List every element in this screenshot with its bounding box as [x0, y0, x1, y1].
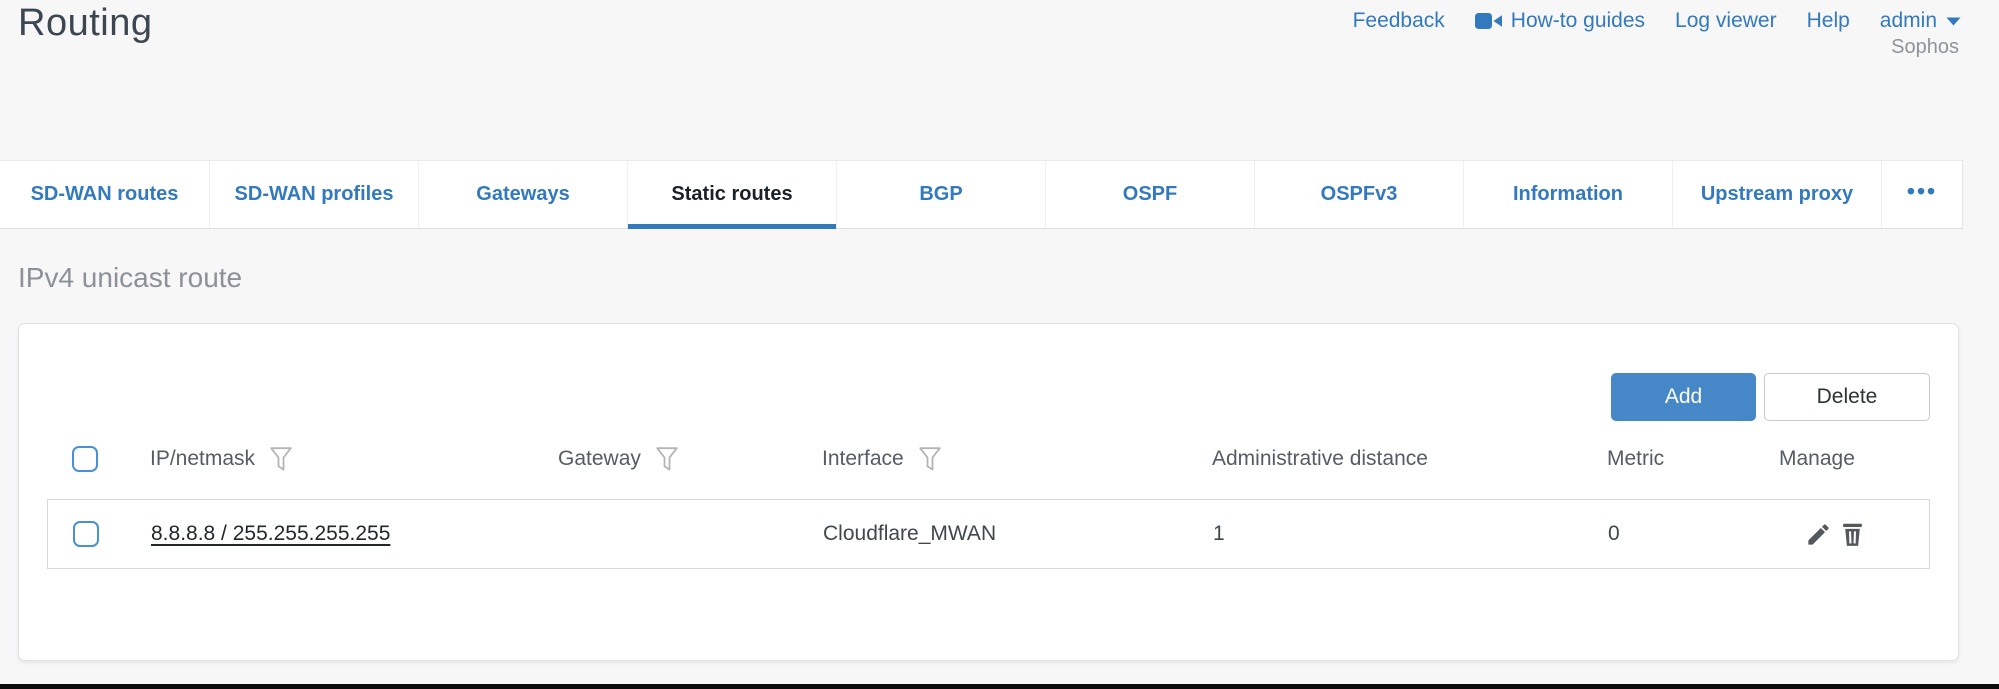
col-interface: Interface — [822, 447, 904, 471]
help-link[interactable]: Help — [1807, 9, 1850, 33]
brand-label: Sophos — [1891, 36, 1959, 59]
edit-icon[interactable] — [1805, 521, 1832, 548]
chevron-down-icon — [1946, 17, 1961, 26]
howto-guides-link[interactable]: How-to guides — [1475, 9, 1645, 33]
cell-interface: Cloudflare_MWAN — [823, 522, 1213, 546]
tab-bar: SD-WAN routes SD-WAN profiles Gateways S… — [0, 160, 1963, 229]
tab-sd-wan-profiles[interactable]: SD-WAN profiles — [209, 161, 418, 228]
cell-administrative-distance: 1 — [1213, 522, 1608, 546]
filter-icon[interactable] — [918, 446, 942, 473]
row-checkbox[interactable] — [73, 521, 99, 547]
col-gateway: Gateway — [558, 447, 641, 471]
tab-bgp[interactable]: BGP — [836, 161, 1045, 228]
page-title: Routing — [18, 2, 152, 45]
routing-page: Routing Feedback How-to guides Log viewe… — [0, 0, 1999, 689]
filter-icon[interactable] — [269, 446, 293, 473]
route-link[interactable]: 8.8.8.8 / 255.255.255.255 — [151, 522, 390, 545]
col-ip-netmask: IP/netmask — [150, 447, 255, 471]
table-header: IP/netmask Gateway Interface Administrat… — [47, 435, 1930, 483]
feedback-label: Feedback — [1353, 9, 1445, 33]
add-button[interactable]: Add — [1611, 373, 1756, 421]
table-row: 8.8.8.8 / 255.255.255.255 Cloudflare_MWA… — [47, 499, 1930, 569]
video-camera-icon — [1475, 12, 1502, 30]
log-viewer-label: Log viewer — [1675, 9, 1777, 33]
col-metric: Metric — [1607, 447, 1664, 471]
tab-information[interactable]: Information — [1463, 161, 1672, 228]
feedback-link[interactable]: Feedback — [1353, 9, 1445, 33]
user-menu-label: admin — [1880, 9, 1937, 33]
tab-ospf[interactable]: OSPF — [1045, 161, 1254, 228]
delete-icon[interactable] — [1840, 521, 1865, 548]
more-tabs-icon[interactable]: ••• — [1881, 161, 1962, 228]
cell-metric: 0 — [1608, 522, 1780, 546]
section-heading: IPv4 unicast route — [18, 262, 242, 294]
filter-icon[interactable] — [655, 446, 679, 473]
tab-gateways[interactable]: Gateways — [418, 161, 627, 228]
help-label: Help — [1807, 9, 1850, 33]
tab-static-routes[interactable]: Static routes — [627, 161, 836, 228]
tab-ospfv3[interactable]: OSPFv3 — [1254, 161, 1463, 228]
routes-panel: Add Delete IP/netmask Gateway Interfac — [18, 323, 1959, 661]
select-all-checkbox[interactable] — [72, 446, 98, 472]
top-nav: Feedback How-to guides Log viewer Help a… — [1353, 9, 1961, 33]
delete-button[interactable]: Delete — [1764, 373, 1930, 421]
table-toolbar: Add Delete — [47, 373, 1930, 421]
howto-guides-label: How-to guides — [1511, 9, 1645, 33]
log-viewer-link[interactable]: Log viewer — [1675, 9, 1777, 33]
tab-sd-wan-routes[interactable]: SD-WAN routes — [0, 161, 209, 228]
cell-manage — [1805, 521, 1929, 548]
tab-upstream-proxy[interactable]: Upstream proxy — [1672, 161, 1881, 228]
col-administrative-distance: Administrative distance — [1212, 447, 1428, 471]
col-manage: Manage — [1779, 447, 1855, 471]
user-menu[interactable]: admin — [1880, 9, 1961, 33]
bottom-edge-bar — [0, 684, 1999, 689]
